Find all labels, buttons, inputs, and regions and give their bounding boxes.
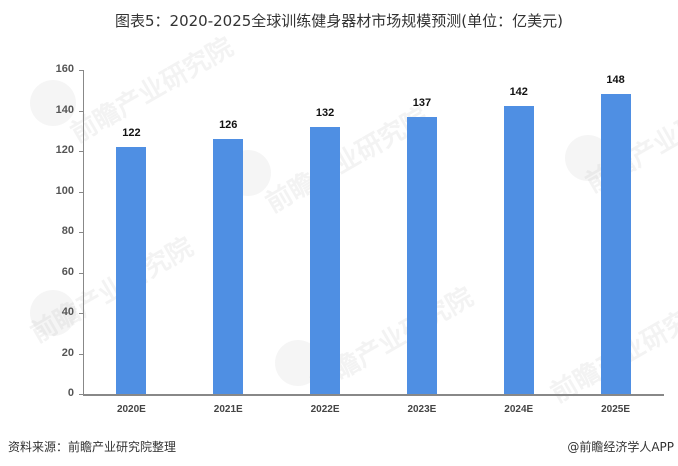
y-axis-line xyxy=(83,70,84,395)
bar xyxy=(310,126,341,394)
bar xyxy=(213,138,244,394)
x-tick-label: 2020E xyxy=(116,404,146,415)
bar xyxy=(406,116,437,394)
y-tick-label: 60 xyxy=(61,265,74,278)
x-axis-line xyxy=(83,394,664,396)
y-tick-label: 140 xyxy=(55,103,74,116)
bar-value-label: 148 xyxy=(606,74,625,87)
bar xyxy=(503,106,534,394)
y-tick-label: 80 xyxy=(61,225,74,237)
chart-title: 图表5：2020-2025全球训练健身器材市场规模预测(单位：亿美元) xyxy=(114,12,563,30)
bar xyxy=(600,94,631,394)
y-tick-label: 160 xyxy=(55,63,74,75)
y-tick xyxy=(79,232,83,233)
bar-value-label: 142 xyxy=(509,86,528,99)
watermark: 前瞻产业研究院 xyxy=(25,232,199,350)
x-tick-label: 2023E xyxy=(407,404,437,415)
y-tick xyxy=(79,191,83,193)
y-tick-label: 0 xyxy=(67,387,74,399)
source-note: 资料来源：前瞻产业研究院整理 xyxy=(8,440,177,454)
x-tick-label: 2022E xyxy=(310,404,340,415)
y-tick xyxy=(79,70,83,71)
y-tick-label: 20 xyxy=(61,346,74,359)
bar-value-label: 126 xyxy=(219,118,238,131)
credit-note: @前瞻经济学人APP xyxy=(567,440,674,454)
bar-value-label: 137 xyxy=(412,96,432,109)
bar xyxy=(116,146,147,394)
y-tick xyxy=(79,313,83,314)
y-tick xyxy=(79,151,83,152)
x-tick-label: 2024E xyxy=(504,404,534,415)
y-tick xyxy=(79,353,83,355)
y-tick-label: 40 xyxy=(61,306,74,318)
y-tick xyxy=(79,272,83,274)
y-tick xyxy=(79,394,83,395)
y-tick-label: 100 xyxy=(55,184,74,197)
bar-value-label: 132 xyxy=(315,106,335,119)
bar-value-label: 122 xyxy=(122,126,141,139)
x-tick-label: 2025E xyxy=(601,404,631,415)
y-tick-label: 120 xyxy=(55,144,74,156)
x-tick-label: 2021E xyxy=(213,404,243,415)
y-tick xyxy=(79,110,83,112)
